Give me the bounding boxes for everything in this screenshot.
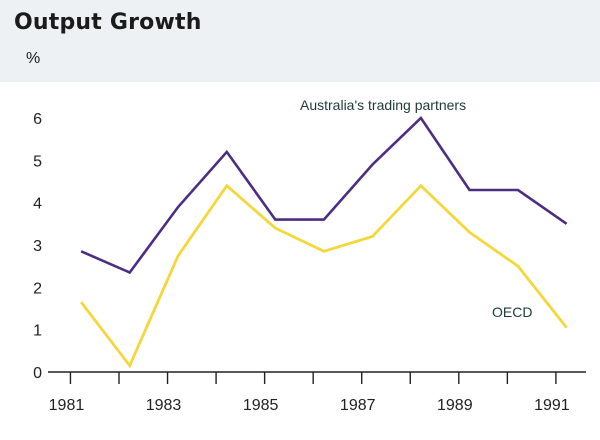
y-axis-unit-label: %: [26, 50, 41, 67]
plot-background: [0, 82, 600, 440]
x-tick-label-0: 1981: [49, 397, 85, 414]
series-label-trading-partners: Australia's trading partners: [300, 97, 466, 113]
x-tick-label-2: 1985: [243, 397, 279, 414]
x-tick-label-1: 1983: [146, 397, 182, 414]
x-tick-label-3: 1987: [340, 397, 376, 414]
y-tick-label-1: 1: [33, 323, 42, 340]
x-tick-label-5: 1991: [534, 397, 570, 414]
series-line-trading-partners: [80, 115, 568, 275]
y-tick-label-5: 5: [33, 153, 42, 170]
series-label-oecd: OECD: [492, 304, 532, 320]
y-tick-label-3: 3: [33, 238, 42, 255]
y-tick-label-2: 2: [33, 280, 42, 297]
y-tick-label-6: 6: [33, 111, 42, 128]
chart-title: Output Growth: [14, 10, 202, 35]
series-line-oecd: [79, 183, 568, 369]
y-tick-label-4: 4: [33, 196, 42, 213]
y-tick-label-0: 0: [33, 365, 42, 382]
x-tick-label-4: 1989: [437, 397, 473, 414]
